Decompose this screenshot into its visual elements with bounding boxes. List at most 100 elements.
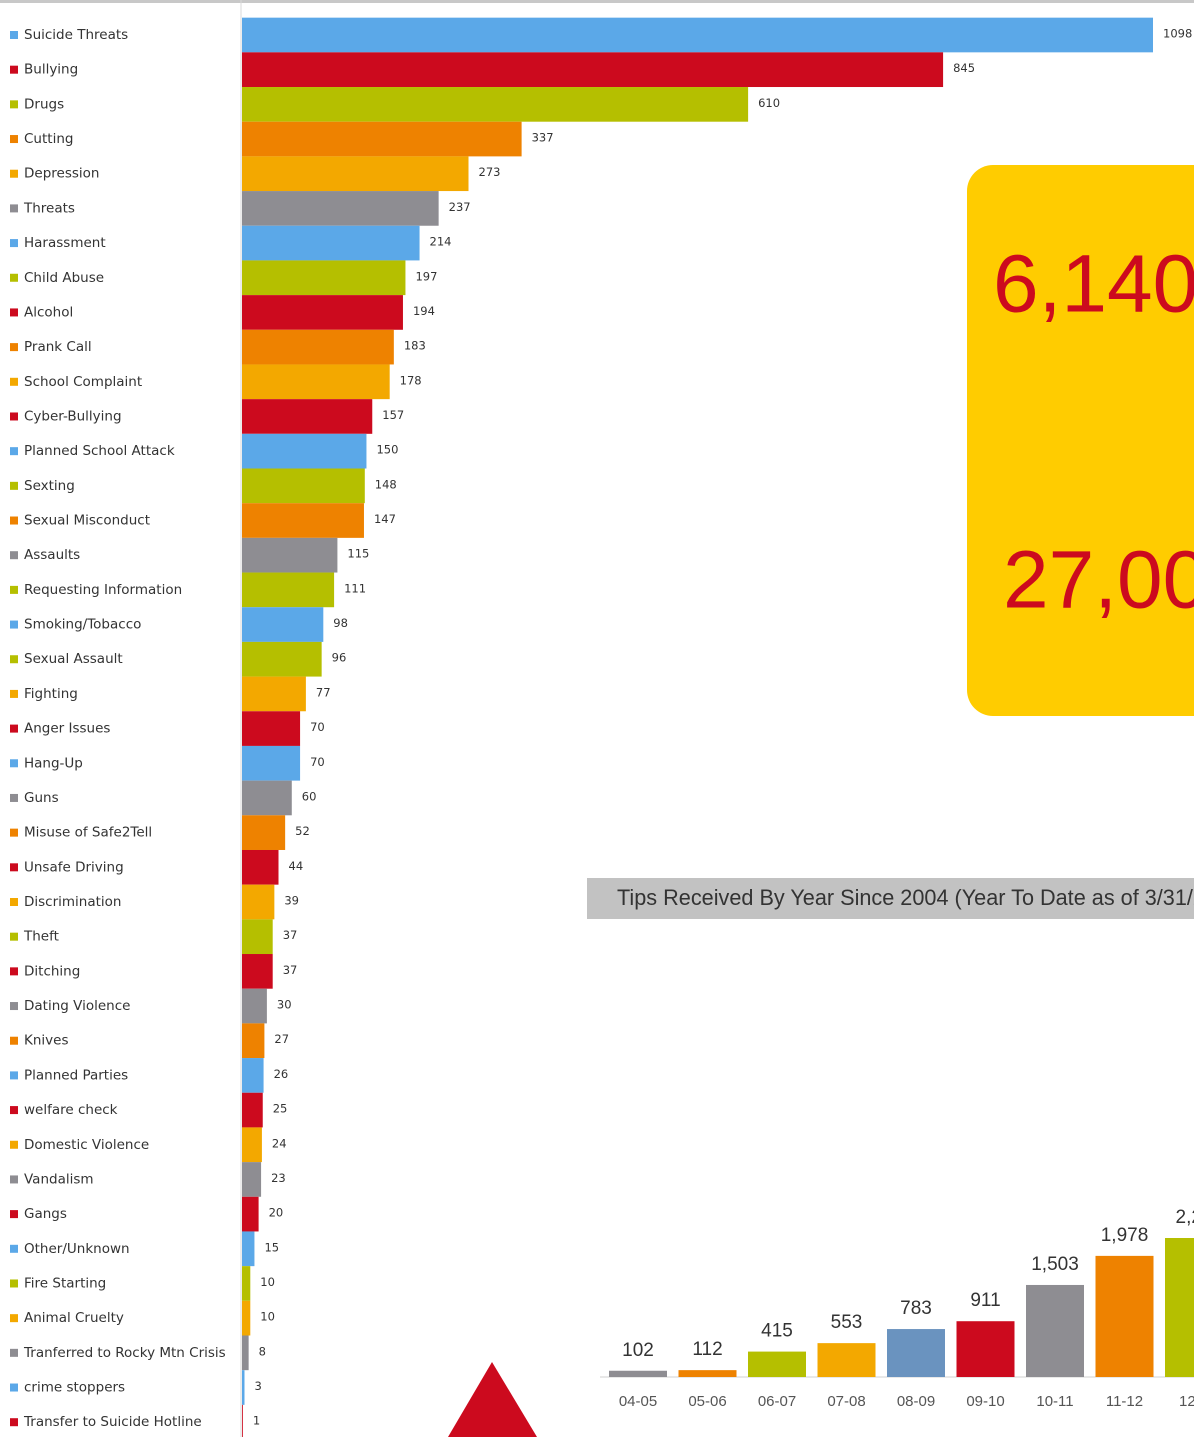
legend-swatch <box>10 932 18 941</box>
legend-label: Sexting <box>24 478 75 494</box>
value-label: 845 <box>953 61 975 75</box>
legend-swatch <box>10 689 18 698</box>
value-label: 194 <box>413 304 435 318</box>
x-tick-label: 07-08 <box>827 1393 865 1410</box>
value-label: 1,503 <box>1031 1254 1079 1275</box>
legend-swatch <box>10 551 18 560</box>
legend-label: Drugs <box>24 96 64 112</box>
value-label: 37 <box>283 928 298 942</box>
legend-swatch <box>10 585 18 594</box>
legend-label: Other/Unknown <box>24 1241 130 1257</box>
x-tick-label: 12-1 <box>1179 1393 1194 1410</box>
x-tick-label: 10-11 <box>1036 1393 1073 1410</box>
bar <box>242 329 394 365</box>
value-label: 3 <box>254 1379 261 1393</box>
legend-label: Sexual Misconduct <box>24 513 150 529</box>
legend-swatch <box>10 1071 18 1080</box>
value-label: 102 <box>622 1340 654 1361</box>
bar <box>242 1370 245 1405</box>
legend-label: Assaults <box>24 547 80 563</box>
bar <box>887 1329 945 1377</box>
bar <box>242 1127 262 1163</box>
value-label: 553 <box>831 1312 863 1333</box>
bar <box>242 780 292 816</box>
value-label: 30 <box>277 998 292 1012</box>
bar <box>242 745 301 781</box>
bar <box>1095 1255 1154 1377</box>
value-label: 214 <box>430 235 452 249</box>
value-label: 2,27 <box>1176 1207 1194 1228</box>
value-label: 25 <box>273 1102 288 1116</box>
legend-swatch <box>10 724 18 733</box>
legend-swatch <box>10 1279 18 1288</box>
legend-label: Hang-Up <box>24 755 83 771</box>
legend-label: Gangs <box>24 1206 67 1222</box>
legend-swatch <box>10 620 18 629</box>
value-label: 150 <box>376 443 398 457</box>
value-label: 111 <box>344 581 366 595</box>
legend-swatch <box>10 1210 18 1219</box>
legend-swatch <box>10 828 18 837</box>
value-label: 10 <box>260 1310 275 1324</box>
legend-label: Suicide Threats <box>24 27 128 43</box>
bar <box>1165 1238 1194 1377</box>
legend-swatch <box>10 1314 18 1323</box>
bar <box>242 1162 262 1197</box>
bar <box>242 1092 263 1128</box>
legend-label: School Complaint <box>24 374 142 390</box>
callout-figure: 27,00 <box>1003 535 1194 626</box>
legend-label: Sexual Assault <box>24 651 123 667</box>
legend-swatch <box>10 1244 18 1253</box>
legend-label: Knives <box>24 1033 69 1049</box>
bar <box>242 364 390 400</box>
legend-swatch <box>10 343 18 352</box>
x-tick-label: 09-10 <box>966 1393 1004 1410</box>
legend-label: Harassment <box>24 235 106 251</box>
legend-swatch <box>10 1418 18 1427</box>
value-label: 39 <box>284 894 299 908</box>
value-label: 237 <box>449 200 471 214</box>
legend-label: Requesting Information <box>24 582 182 598</box>
bar <box>817 1343 876 1377</box>
value-label: 783 <box>900 1298 932 1319</box>
legend-label: crime stoppers <box>24 1380 125 1396</box>
chart-title: Tips Received By Year Since 2004 (Year T… <box>617 885 1194 910</box>
bar <box>242 537 338 573</box>
legend-label: Prank Call <box>24 339 92 355</box>
value-label: 1,978 <box>1101 1225 1149 1246</box>
value-label: 415 <box>761 1321 793 1342</box>
legend-label: Domestic Violence <box>24 1137 149 1153</box>
bar <box>242 1231 255 1267</box>
bar <box>242 87 749 122</box>
legend-swatch <box>10 481 18 490</box>
bar <box>242 1266 251 1301</box>
legend-label: Ditching <box>24 963 80 979</box>
legend-label: Animal Cruelty <box>24 1310 124 1326</box>
value-label: 60 <box>302 789 317 803</box>
value-label: 112 <box>692 1339 722 1360</box>
legend-swatch <box>10 1348 18 1357</box>
bar <box>242 17 1153 53</box>
bar <box>242 641 322 677</box>
legend-swatch <box>10 135 18 144</box>
legend-swatch <box>10 447 18 456</box>
value-label: 8 <box>259 1344 266 1358</box>
x-tick-label: 04-05 <box>619 1393 657 1410</box>
legend-label: Dating Violence <box>24 998 130 1014</box>
value-label: 183 <box>404 339 426 353</box>
value-label: 44 <box>289 859 304 873</box>
value-label: 178 <box>400 373 422 387</box>
legend-label: Unsafe Driving <box>24 859 124 875</box>
x-tick-label: 11-12 <box>1106 1393 1143 1410</box>
value-label: 147 <box>374 512 396 526</box>
bar <box>242 121 522 157</box>
value-label: 911 <box>970 1290 1000 1311</box>
legend-label: Smoking/Tobacco <box>24 617 141 633</box>
legend-swatch <box>10 239 18 248</box>
bar <box>242 399 373 434</box>
legend-swatch <box>10 204 18 213</box>
legend-label: Depression <box>24 166 99 182</box>
value-label: 197 <box>415 269 437 283</box>
legend-swatch <box>10 65 18 74</box>
